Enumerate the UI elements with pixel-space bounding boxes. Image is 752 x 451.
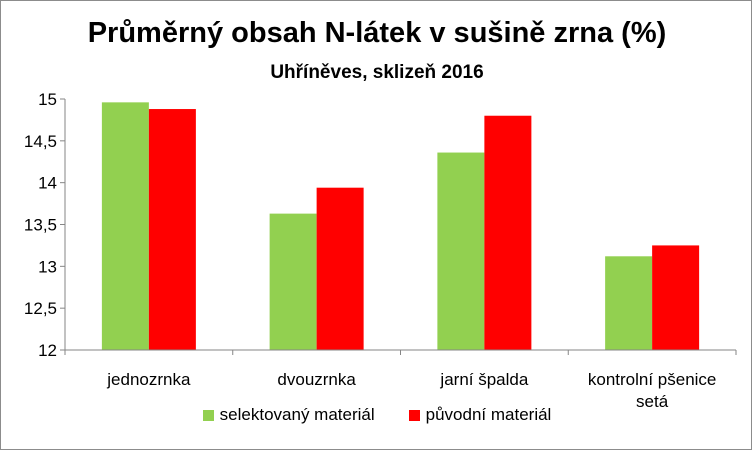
bar-original-3 xyxy=(652,245,700,350)
bar-selected-1 xyxy=(269,213,317,350)
x-tick-label-0: jednozrnka xyxy=(106,370,191,389)
y-tick-label-5: 14,5 xyxy=(24,132,57,151)
legend-label-selected: selektovaný materiál xyxy=(219,405,375,424)
x-tick-label-3: kontrolní pšenice setá xyxy=(588,370,717,411)
y-tick-label-0: 12 xyxy=(38,341,57,360)
legend-item-selected: selektovaný materiál xyxy=(202,405,375,425)
y-tick-label-1: 12,5 xyxy=(24,299,57,318)
legend-swatch-original xyxy=(408,409,420,421)
chart-subtitle: Uhříněves, sklizeň 2016 xyxy=(270,62,484,83)
x-tick-label-2: jarní špalda xyxy=(439,370,528,389)
legend-item-original: původní materiál xyxy=(408,405,552,425)
legend: selektovaný materiál původní materiál xyxy=(1,405,752,425)
y-tick-label-6: 15 xyxy=(38,90,57,109)
bar-original-0 xyxy=(148,109,196,350)
bar-original-2 xyxy=(484,115,532,350)
bar-selected-0 xyxy=(101,102,149,350)
chart-title: Průměrný obsah N-látek v sušině zrna (%) xyxy=(87,17,667,49)
bar-selected-2 xyxy=(437,152,485,350)
x-tick-label-1: dvouzrnka xyxy=(277,370,356,389)
bar-selected-3 xyxy=(605,256,653,350)
y-tick-label-2: 13 xyxy=(38,257,57,276)
legend-label-original: původní materiál xyxy=(425,405,552,424)
y-tick-label-3: 13,5 xyxy=(24,216,57,235)
legend-swatch-selected xyxy=(202,409,214,421)
y-tick-label-4: 14 xyxy=(38,174,57,193)
bar-original-1 xyxy=(316,187,364,350)
